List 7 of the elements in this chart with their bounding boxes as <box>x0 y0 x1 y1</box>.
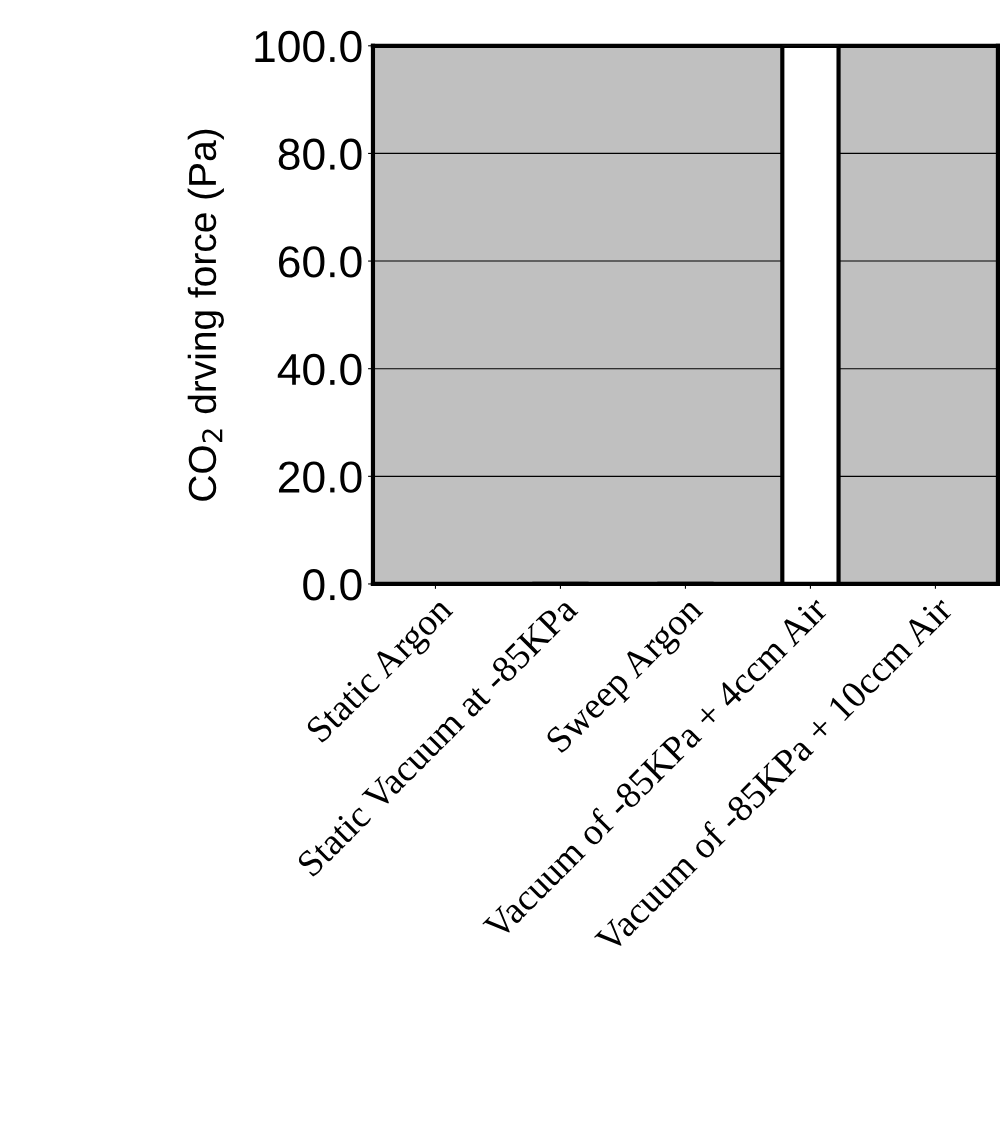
y-tick-label: 100.0 <box>255 30 362 63</box>
y-tick-label: 0.0 <box>303 569 362 601</box>
y-tick-label: 60.0 <box>279 246 362 278</box>
y-tick-label: 80.0 <box>278 138 362 170</box>
y-axis-title: CO$_{2}$ drving force (Pa) <box>187 129 224 501</box>
y-tick-label: 40.0 <box>277 353 362 386</box>
y-tick-label: 20.0 <box>278 461 362 493</box>
